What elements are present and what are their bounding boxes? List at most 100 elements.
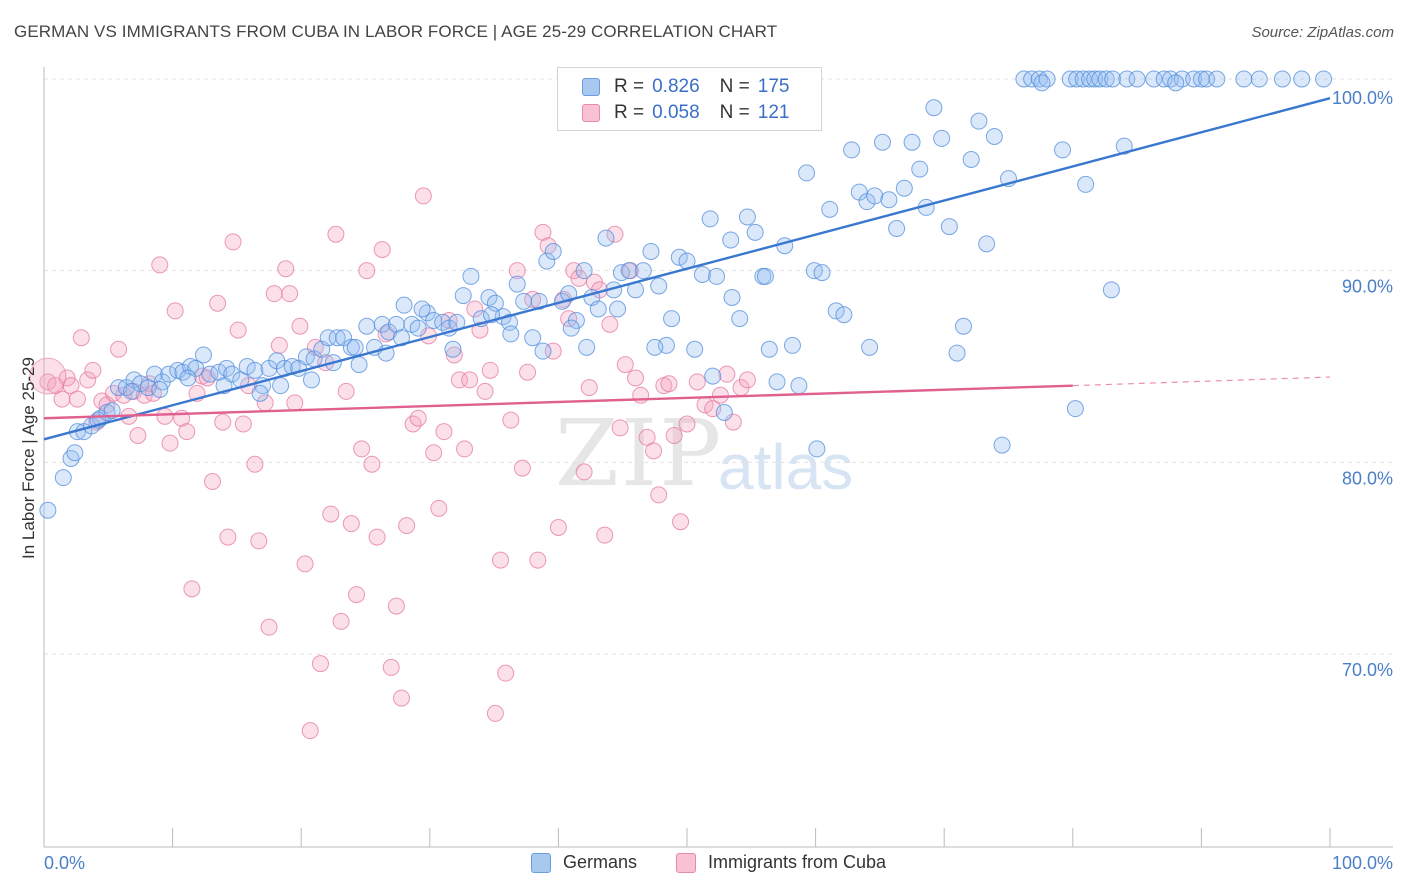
data-point-germans xyxy=(515,292,533,310)
data-point-germans xyxy=(933,129,951,147)
data-point-germans xyxy=(562,319,580,337)
data-point-germans xyxy=(827,302,845,320)
source-label: Source: ZipAtlas.com xyxy=(1251,24,1394,41)
data-point-germans xyxy=(1235,70,1253,88)
data-point-germans xyxy=(39,501,57,519)
data-point-cuba xyxy=(435,423,453,441)
data-point-cuba xyxy=(281,285,299,303)
data-point-germans xyxy=(1167,74,1185,92)
data-point-germans xyxy=(524,329,542,347)
data-point-germans xyxy=(693,266,711,283)
data-point-germans xyxy=(701,210,719,228)
y-tick-label: 70.0% xyxy=(1342,660,1393,680)
data-point-cuba xyxy=(632,386,650,404)
data-point-germans xyxy=(821,200,839,218)
data-point-cuba xyxy=(151,256,169,274)
legend-r-value: 0.826 xyxy=(652,76,700,97)
data-point-germans xyxy=(1102,281,1120,299)
data-point-germans xyxy=(251,384,269,402)
data-point-germans xyxy=(1074,70,1092,88)
data-point-germans xyxy=(756,267,774,285)
data-point-germans xyxy=(650,277,668,295)
data-point-cuba xyxy=(445,346,463,364)
data-point-germans xyxy=(861,338,879,356)
data-point-germans xyxy=(302,371,320,389)
data-point-germans xyxy=(151,381,169,398)
data-point-cuba xyxy=(156,407,174,425)
legend-swatch-cuba xyxy=(582,104,600,122)
data-point-germans xyxy=(634,262,652,280)
data-point-cuba xyxy=(627,369,645,387)
data-point-cuba xyxy=(234,415,252,433)
y-tick-label: 100.0% xyxy=(1332,88,1393,108)
data-point-germans xyxy=(895,179,913,197)
data-point-germans xyxy=(1061,70,1079,88)
data-point-cuba xyxy=(502,411,520,429)
y-tick-label: 80.0% xyxy=(1342,468,1393,488)
data-point-cuba xyxy=(580,379,598,397)
data-point-cuba xyxy=(534,223,552,241)
data-point-cuba xyxy=(544,342,562,360)
data-point-germans xyxy=(993,436,1011,454)
data-point-cuba xyxy=(286,394,304,412)
data-point-germans xyxy=(1077,175,1095,193)
data-point-germans xyxy=(502,325,520,343)
data-point-cuba xyxy=(601,315,619,333)
data-point-germans xyxy=(670,248,688,266)
data-point-germans xyxy=(350,356,368,374)
data-point-cuba xyxy=(711,386,729,404)
data-point-cuba xyxy=(497,664,515,682)
data-point-germans xyxy=(620,262,638,280)
legend-r-value: 0.058 xyxy=(652,102,700,123)
data-point-germans xyxy=(597,229,615,247)
data-point-cuba xyxy=(161,434,179,452)
data-point-germans xyxy=(954,317,972,335)
data-point-germans xyxy=(210,363,228,381)
tick-labels: 70.0% 80.0% 90.0% 100.0% 0.0% 100.0% In Labor … xyxy=(19,88,1393,873)
data-point-germans xyxy=(642,243,660,260)
data-point-germans xyxy=(393,329,411,347)
data-point-germans xyxy=(903,133,921,151)
data-point-cuba xyxy=(508,262,526,280)
data-point-germans xyxy=(1066,400,1084,418)
data-point-germans xyxy=(948,344,966,362)
watermark-atlas: atlas xyxy=(718,431,854,503)
data-point-cuba xyxy=(209,294,227,312)
data-point-cuba xyxy=(166,302,184,320)
data-point-germans xyxy=(843,141,861,159)
series-germans-points xyxy=(39,70,1333,519)
data-point-germans xyxy=(686,340,704,358)
data-point-germans xyxy=(866,187,884,205)
data-point-cuba xyxy=(409,409,427,427)
data-point-cuba xyxy=(688,373,706,391)
data-point-cuba xyxy=(616,356,634,374)
data-point-cuba xyxy=(486,704,504,722)
legend-item-cuba[interactable]: Immigrants from Cuba xyxy=(676,852,886,873)
data-point-germans xyxy=(940,218,958,236)
data-point-germans xyxy=(1293,70,1311,88)
legend-r-label: R = xyxy=(614,102,645,123)
data-point-cuba xyxy=(72,329,90,347)
data-point-cuba xyxy=(519,363,537,381)
data-point-cuba xyxy=(84,361,102,379)
data-point-cuba xyxy=(265,285,283,303)
data-point-germans xyxy=(103,402,121,420)
data-point-cuba xyxy=(250,532,268,550)
data-point-cuba xyxy=(650,486,668,504)
data-point-germans xyxy=(746,223,764,241)
legend-item-germans[interactable]: Germans xyxy=(531,852,637,873)
data-point-cuba xyxy=(363,455,381,473)
data-point-cuba xyxy=(353,440,371,458)
data-point-cuba xyxy=(58,369,76,387)
data-point-germans xyxy=(179,369,197,387)
data-point-germans xyxy=(731,310,749,328)
data-point-cuba xyxy=(718,365,736,383)
data-point-germans xyxy=(246,361,264,379)
data-point-germans xyxy=(544,243,562,260)
trend-line-cuba-extension xyxy=(1072,376,1331,387)
data-point-cuba xyxy=(332,612,350,630)
series-legend: Germans Immigrants from Cuba xyxy=(0,852,1406,876)
data-point-cuba xyxy=(466,300,484,318)
data-point-cuba xyxy=(678,415,696,433)
data-point-cuba xyxy=(327,225,345,243)
